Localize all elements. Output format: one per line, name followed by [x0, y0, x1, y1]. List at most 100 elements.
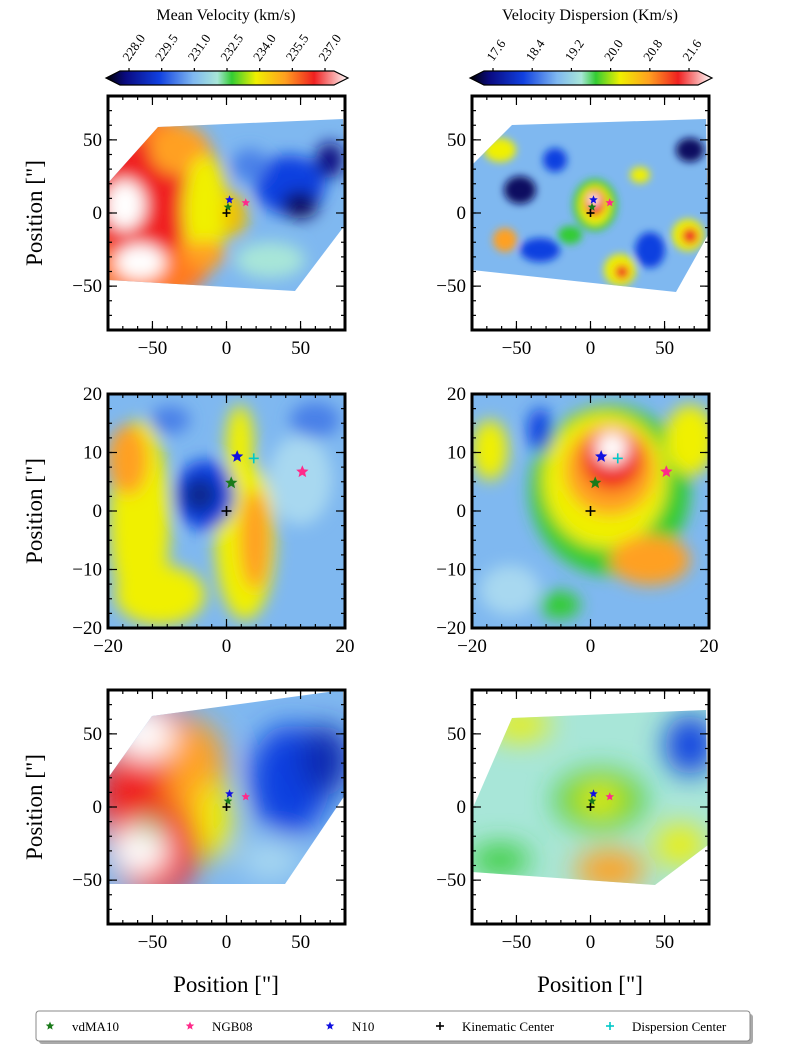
marker-ngb08	[241, 198, 250, 207]
x-axis-label-left: Position ["]	[173, 972, 279, 997]
marker-vdma10	[225, 476, 238, 489]
marker-kinematic-center	[222, 803, 231, 811]
marker-vdma10	[223, 796, 233, 805]
colorbar-tick-label: 232.5	[217, 31, 246, 64]
colorbar-title-dispersion: Velocity Dispersion (Km/s)	[502, 7, 678, 24]
y-tick-label: −50	[72, 870, 102, 891]
axes-layer: −50 0 50 −50 0 50 −50 0 50 −50 0 50 −20 −10 0 10 20 −20 0 2…	[72, 95, 719, 953]
y-tick-label: 50	[447, 130, 466, 151]
colorbar-tick-label: 20.0	[601, 36, 626, 63]
x-tick-label: −50	[502, 932, 532, 953]
marker-ngb08	[660, 465, 673, 478]
legend-marker-star	[185, 1021, 195, 1030]
x-tick-label: −50	[138, 932, 168, 953]
x-tick-label: 0	[586, 338, 596, 359]
y-tick-label: 0	[457, 203, 467, 224]
colorbar-tick-label: 228.0	[119, 31, 148, 64]
legend-item-n10: N10	[325, 1019, 374, 1034]
y-tick-label: 50	[83, 724, 102, 745]
x-tick-label: −50	[138, 338, 168, 359]
colorbar-dispersion	[468, 70, 714, 86]
y-tick-label: −10	[72, 560, 102, 581]
heatmap-panel-3	[470, 392, 711, 630]
legend-label: N10	[352, 1019, 374, 1034]
colorbar-velocity	[104, 70, 350, 86]
x-tick-label: 50	[655, 338, 674, 359]
y-tick-label: −20	[436, 618, 466, 639]
colorbar-tick-label: 20.8	[640, 36, 665, 63]
heatmap-panel-1	[470, 94, 711, 332]
markers-layer	[221, 195, 673, 811]
colorbar-tick-label: 17.6	[483, 36, 509, 64]
x-tick-label: −20	[93, 636, 123, 657]
legend-label: Kinematic Center	[462, 1019, 555, 1034]
marker-n10	[231, 450, 244, 462]
y-tick-label: −50	[436, 276, 466, 297]
y-tick-label: 50	[83, 130, 102, 151]
colorbar-tick-label: 18.4	[522, 36, 548, 64]
marker-kinematic-center	[585, 506, 596, 516]
y-tick-label: −10	[436, 560, 466, 581]
colorbar-title-velocity: Mean Velocity (km/s)	[156, 7, 295, 24]
colorbar-tick-label: 19.2	[562, 36, 587, 63]
y-tick-label: 0	[93, 203, 103, 224]
marker-kinematic-center	[221, 506, 232, 516]
legend-label: NGB08	[212, 1019, 252, 1034]
y-tick-label: 0	[457, 501, 467, 522]
marker-ngb08	[241, 792, 250, 801]
x-axis-label-right: Position ["]	[537, 972, 643, 997]
y-axis-label-row-3: Position ["]	[22, 754, 47, 860]
heatmap-panel-4	[106, 688, 347, 926]
y-tick-label: 10	[83, 443, 102, 464]
marker-ngb08	[605, 792, 614, 801]
marker-kinematic-center	[586, 803, 595, 811]
x-tick-label: 20	[700, 636, 719, 657]
marker-kinematic-center	[222, 209, 231, 217]
legend-item-ngb08: NGB08	[185, 1019, 252, 1034]
marker-dispersion-center	[612, 453, 623, 464]
x-tick-label: −50	[502, 338, 532, 359]
legend-marker-star	[325, 1021, 335, 1030]
y-tick-label: −50	[72, 276, 102, 297]
x-tick-label: 0	[222, 338, 232, 359]
y-tick-label: 0	[457, 797, 467, 818]
x-tick-label: −20	[457, 636, 487, 657]
x-tick-label: 50	[291, 338, 310, 359]
y-tick-label: −20	[72, 618, 102, 639]
marker-vdma10	[589, 476, 602, 489]
marker-n10	[225, 789, 234, 798]
y-tick-label: 0	[93, 797, 103, 818]
y-axis-label-row-1: Position ["]	[22, 160, 47, 266]
marker-vdma10	[587, 202, 597, 211]
colorbar-tick-label: 237.0	[315, 31, 344, 64]
marker-n10	[225, 195, 234, 204]
y-tick-label: −50	[436, 870, 466, 891]
marker-vdma10	[223, 202, 233, 211]
x-tick-label: 50	[655, 932, 674, 953]
legend-item-kinematic-center: Kinematic Center	[436, 1019, 555, 1034]
marker-ngb08	[296, 465, 309, 478]
x-tick-label: 0	[586, 932, 596, 953]
marker-n10	[595, 450, 608, 462]
colorbar-tick-label: 231.0	[185, 31, 214, 64]
marker-n10	[589, 789, 598, 798]
colorbar-tick-label: 21.6	[679, 36, 705, 64]
colorbar-tick-labels: 228.0 229.5 231.0 232.5 234.0 235.5 237.0 17.6 1…	[119, 31, 705, 71]
y-tick-label: 20	[83, 384, 102, 405]
legend-box	[35, 1010, 751, 1042]
y-tick-label: 20	[447, 384, 466, 405]
y-tick-label: 50	[447, 724, 466, 745]
x-tick-label: 0	[222, 932, 232, 953]
colorbar-tick-label: 234.0	[250, 31, 279, 64]
legend-label: Dispersion Center	[632, 1019, 727, 1034]
x-tick-label: 0	[222, 636, 232, 657]
marker-n10	[589, 195, 598, 204]
legend-marker-star	[45, 1021, 55, 1030]
y-tick-label: 0	[93, 501, 103, 522]
legend-item-vdma10: vdMA10	[45, 1019, 119, 1034]
x-tick-label: 0	[586, 636, 596, 657]
x-tick-label: 50	[291, 932, 310, 953]
x-tick-label: 20	[336, 636, 355, 657]
marker-dispersion-center	[248, 453, 259, 464]
